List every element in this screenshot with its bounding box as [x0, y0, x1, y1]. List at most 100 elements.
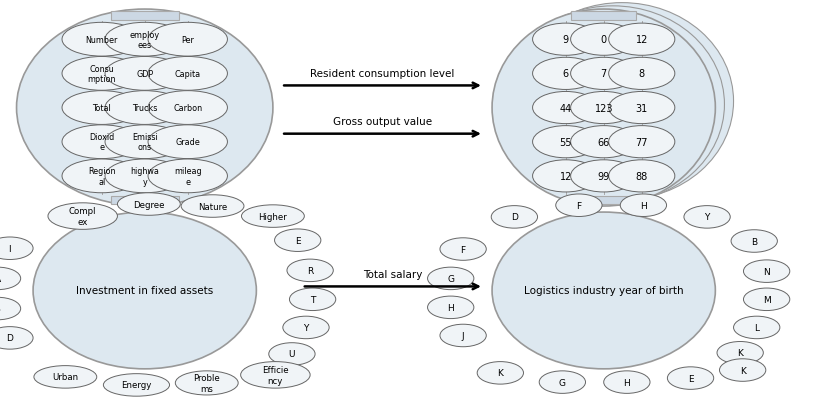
Text: D: D — [511, 213, 518, 222]
Ellipse shape — [492, 213, 715, 369]
Ellipse shape — [571, 160, 637, 192]
Text: Emissi
ons: Emissi ons — [131, 133, 158, 152]
Ellipse shape — [501, 7, 724, 203]
Text: Per: Per — [181, 36, 194, 45]
Ellipse shape — [0, 327, 33, 349]
Text: Region
al: Region al — [88, 167, 116, 186]
Ellipse shape — [477, 362, 523, 384]
Ellipse shape — [34, 366, 97, 388]
Text: Proble
ms: Proble ms — [194, 373, 220, 393]
Ellipse shape — [117, 193, 180, 216]
Text: Gross output value: Gross output value — [333, 117, 432, 127]
Ellipse shape — [571, 126, 637, 158]
Ellipse shape — [105, 160, 184, 193]
Text: Number: Number — [85, 36, 118, 45]
Text: U: U — [289, 350, 295, 358]
Text: highwa
y: highwa y — [131, 167, 159, 186]
Bar — [571, 196, 636, 205]
Text: Efficie
ncy: Efficie ncy — [262, 365, 289, 385]
Text: F: F — [576, 201, 581, 210]
Ellipse shape — [289, 288, 336, 311]
Text: Investment in fixed assets: Investment in fixed assets — [76, 286, 213, 296]
Ellipse shape — [287, 259, 333, 282]
Ellipse shape — [275, 229, 321, 252]
Text: Logistics industry year of birth: Logistics industry year of birth — [523, 286, 684, 296]
Text: GDP: GDP — [136, 70, 153, 79]
Ellipse shape — [148, 23, 227, 57]
Text: E: E — [688, 374, 693, 383]
Ellipse shape — [440, 324, 486, 347]
Ellipse shape — [48, 203, 117, 230]
Ellipse shape — [743, 288, 790, 311]
Text: 12: 12 — [560, 172, 571, 181]
Text: Urban: Urban — [52, 373, 79, 381]
Ellipse shape — [241, 205, 304, 228]
Text: 6: 6 — [562, 69, 569, 79]
Text: Capita: Capita — [174, 70, 201, 79]
Text: 88: 88 — [636, 172, 648, 181]
Ellipse shape — [743, 260, 790, 283]
Ellipse shape — [609, 58, 675, 90]
Ellipse shape — [571, 92, 637, 124]
Ellipse shape — [148, 160, 227, 193]
Text: H: H — [624, 378, 630, 387]
Text: R: R — [307, 266, 313, 275]
Text: J: J — [461, 331, 465, 340]
Text: 9: 9 — [562, 35, 569, 45]
Text: Dioxid
e: Dioxid e — [89, 133, 114, 152]
Ellipse shape — [62, 23, 141, 57]
Text: K: K — [739, 366, 746, 375]
Ellipse shape — [667, 367, 714, 389]
Text: Trucks: Trucks — [132, 104, 157, 113]
Text: 66: 66 — [598, 138, 609, 147]
Bar — [111, 196, 179, 205]
Ellipse shape — [148, 126, 227, 159]
Ellipse shape — [533, 126, 599, 158]
Text: Degree: Degree — [133, 200, 165, 209]
Text: 0: 0 — [600, 35, 607, 45]
Text: 44: 44 — [560, 103, 571, 113]
Ellipse shape — [510, 4, 734, 200]
Ellipse shape — [556, 194, 602, 217]
Text: Resident consumption level: Resident consumption level — [310, 69, 455, 79]
Text: I: I — [8, 244, 12, 253]
Ellipse shape — [62, 57, 141, 91]
Ellipse shape — [734, 316, 780, 339]
Text: Grade: Grade — [175, 138, 200, 147]
Ellipse shape — [492, 10, 715, 207]
Ellipse shape — [0, 267, 21, 290]
Ellipse shape — [609, 24, 675, 56]
Text: M: M — [762, 295, 771, 304]
Text: Energy: Energy — [122, 381, 151, 389]
Text: mileag
e: mileag e — [174, 167, 202, 186]
Ellipse shape — [491, 206, 538, 229]
Text: H: H — [640, 201, 647, 210]
Text: Nature: Nature — [198, 202, 227, 211]
Ellipse shape — [241, 362, 310, 388]
Ellipse shape — [719, 359, 766, 381]
Text: N: N — [763, 267, 770, 276]
Text: 99: 99 — [598, 172, 609, 181]
Ellipse shape — [62, 126, 141, 159]
Ellipse shape — [539, 371, 586, 393]
Ellipse shape — [103, 374, 170, 396]
Text: K: K — [497, 369, 504, 377]
Ellipse shape — [620, 194, 667, 217]
Ellipse shape — [609, 160, 675, 192]
Bar — [111, 12, 179, 20]
Ellipse shape — [0, 237, 33, 260]
Ellipse shape — [731, 230, 777, 253]
Text: Compl
ex: Compl ex — [69, 207, 97, 226]
Text: H: H — [447, 303, 454, 312]
Ellipse shape — [181, 195, 244, 218]
Text: Total: Total — [93, 104, 111, 113]
Text: D: D — [7, 334, 13, 342]
Text: Total salary: Total salary — [363, 269, 423, 279]
Ellipse shape — [62, 160, 141, 193]
Ellipse shape — [571, 58, 637, 90]
Text: Carbon: Carbon — [173, 104, 203, 113]
Ellipse shape — [428, 296, 474, 319]
Ellipse shape — [105, 126, 184, 159]
Text: Higher: Higher — [259, 212, 287, 221]
Ellipse shape — [17, 10, 273, 207]
